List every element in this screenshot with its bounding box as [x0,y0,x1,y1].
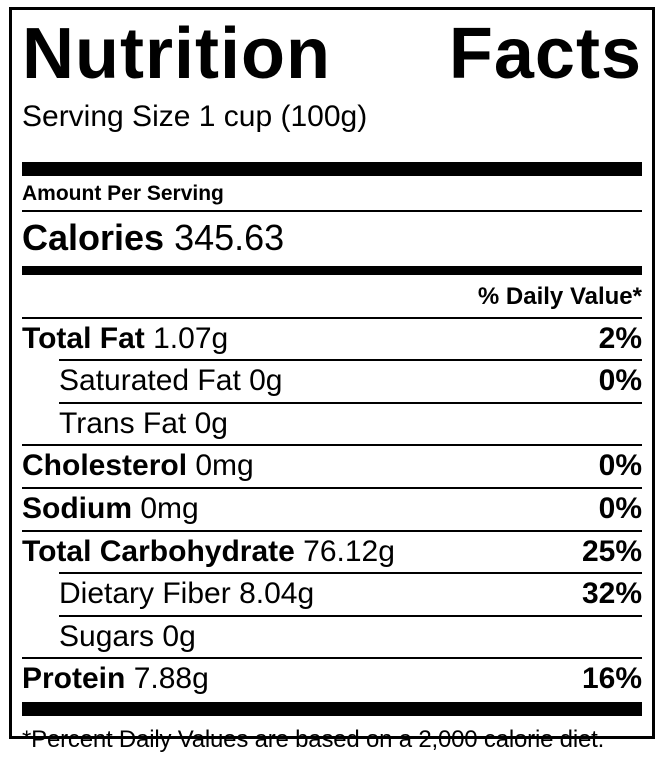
calories-value: 345.63 [174,217,285,259]
page-title: Nutrition Facts [22,14,642,94]
row-dietary-fiber: Dietary Fiber 8.04g 32% [59,572,642,615]
nutrient-value: 1.07g [153,321,229,355]
nutrient-label: Total Carbohydrate [22,534,295,568]
nutrient-percent: 0% [598,449,642,483]
row-cholesterol: Cholesterol 0mg 0% [22,444,642,487]
nutrient-label: Sugars [59,619,155,653]
nutrient-value: 0g [162,619,196,653]
nutrient-value: 8.04g [239,577,315,611]
nutrient-value: 0g [249,364,283,398]
nutrient-label: Saturated Fat [59,364,241,398]
row-trans-fat: Trans Fat 0g [59,401,642,445]
row-total-fat: Total Fat 1.07g 2% [22,319,642,360]
nutrient-label: Dietary Fiber [59,577,231,611]
nutrient-percent: 25% [581,534,642,568]
nutrient-percent: 16% [581,662,642,696]
nutrient-percent: 0% [598,364,642,398]
nutrient-label: Sodium [22,492,132,525]
divider-thick-bottom [22,701,642,716]
nutrient-percent: 2% [598,321,642,355]
nutrient-label: Trans Fat [59,406,187,440]
nutrient-value: 0g [194,406,228,440]
calories-row: Calories 345.63 [22,212,642,265]
nutrient-label: Protein [22,662,126,696]
nutrition-facts-label: Nutrition Facts Serving Size 1 cup (100g… [9,7,655,753]
row-protein: Protein 7.88g 16% [22,657,642,700]
nutrient-value: 0mg [140,492,199,525]
daily-value-header: % Daily Value* [22,275,642,319]
row-sodium: Sodium 0mg 0% [22,487,642,530]
daily-value-footnote: *Percent Daily Values are based on a 2,0… [22,725,605,753]
calories-label: Calories [22,217,165,259]
nutrient-percent: 32% [581,577,642,611]
amount-per-serving-heading: Amount Per Serving [22,176,642,213]
row-sugars: Sugars 0g [59,614,642,658]
serving-size: Serving Size 1 cup (100g) [22,100,368,134]
title-word-facts: Facts [448,14,642,94]
row-saturated-fat: Saturated Fat 0g 0% [59,359,642,402]
nutrient-label: Total Fat [22,321,145,355]
nutrient-percent: 0% [598,492,642,525]
row-total-carbohydrate: Total Carbohydrate 76.12g 25% [22,529,642,573]
nutrient-value: 76.12g [303,534,395,568]
divider-thick-middle [22,265,642,275]
title-word-nutrition: Nutrition [22,14,331,94]
nutrient-value: 0mg [195,449,254,483]
divider-thick-top [22,162,642,177]
nutrient-label: Cholesterol [22,449,188,483]
nutrient-value: 7.88g [133,662,209,696]
